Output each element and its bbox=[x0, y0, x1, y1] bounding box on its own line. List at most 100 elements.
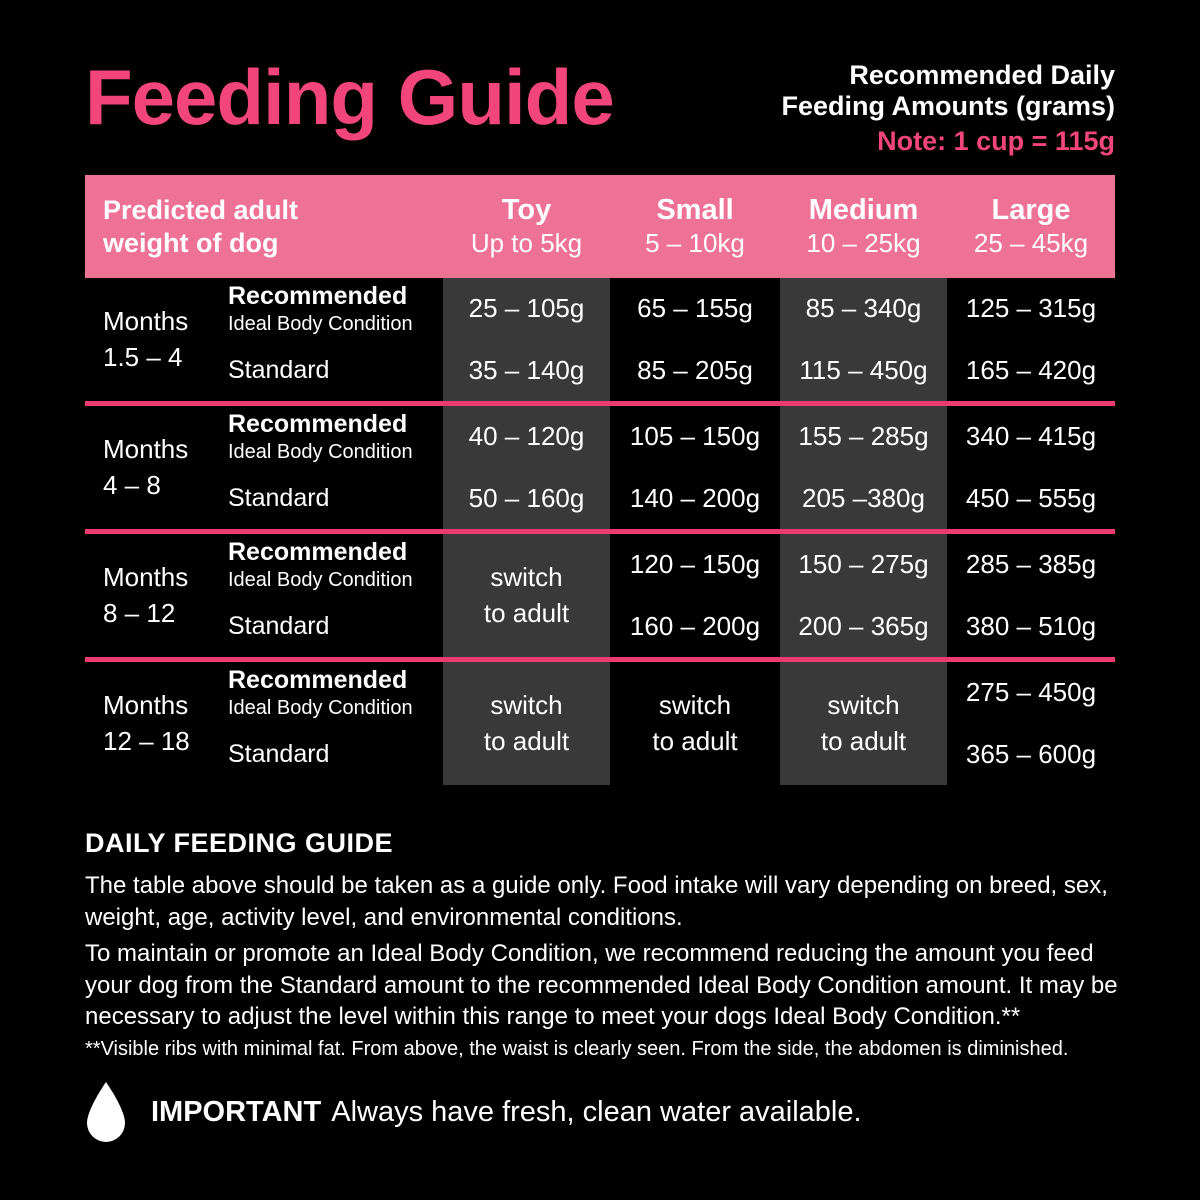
recommended-label: Recommended bbox=[228, 666, 408, 694]
months-range: 12 – 18 bbox=[103, 725, 190, 756]
recommended-sublabel: Ideal Body Condition bbox=[228, 312, 413, 335]
important-label: IMPORTANT bbox=[151, 1095, 322, 1128]
cell-toy-recommended: 25 – 105g bbox=[468, 293, 585, 324]
months-word: Months bbox=[103, 562, 189, 593]
subtitle-line-2: Feeding Amounts (grams) bbox=[781, 91, 1115, 122]
group-divider bbox=[85, 657, 1115, 662]
cell-small-standard: 160 – 200g bbox=[629, 610, 761, 641]
cell-large-standard: 165 – 420g bbox=[965, 354, 1097, 385]
months-range: 8 – 12 bbox=[103, 597, 176, 628]
recommended-sublabel: Ideal Body Condition bbox=[228, 568, 413, 591]
cell-small-recommended: 105 – 150g bbox=[629, 421, 761, 452]
age-group-months-8-to-12: Months 8 – 12 Recommended Ideal Body Con… bbox=[85, 534, 1115, 657]
column-range-toy: Up to 5kg bbox=[470, 228, 583, 259]
group-divider bbox=[85, 529, 1115, 534]
cell-toy-standard: 35 – 140g bbox=[468, 354, 585, 385]
cell-large-standard: 365 – 600g bbox=[965, 738, 1097, 769]
cell-medium-recommended: 155 – 285g bbox=[798, 421, 929, 452]
medium-column-stripe bbox=[780, 662, 947, 785]
cell-toy-switch-to-adult: switch to adult bbox=[443, 534, 610, 657]
subtitle-line-1: Recommended Daily bbox=[849, 60, 1115, 90]
cell-small-recommended: 65 – 155g bbox=[637, 293, 753, 324]
row-header-line-1: Predicted adult bbox=[103, 194, 299, 225]
cell-medium-standard: 200 – 365g bbox=[798, 610, 929, 641]
months-range: 4 – 8 bbox=[103, 469, 161, 500]
cell-large-recommended: 285 – 385g bbox=[965, 549, 1097, 580]
column-name-large: Large bbox=[991, 193, 1071, 226]
standard-row-label: Standard bbox=[228, 483, 330, 512]
cell-small-recommended: 120 – 150g bbox=[629, 549, 761, 580]
cell-medium-switch-to-adult: switch to adult bbox=[780, 662, 947, 785]
feeding-table: Predicted adult weight of dog Toy Up to … bbox=[85, 175, 1115, 785]
daily-feeding-guide-heading: DAILY FEEDING GUIDE bbox=[85, 828, 394, 858]
months-label: Months 12 – 18 bbox=[85, 662, 228, 785]
important-message: Always have fresh, clean water available… bbox=[331, 1095, 862, 1128]
recommended-sublabel: Ideal Body Condition bbox=[228, 696, 413, 719]
toy-column-stripe bbox=[443, 534, 610, 657]
subtitle-block: Recommended Daily Feeding Amounts (grams… bbox=[781, 60, 1115, 157]
cell-large-recommended: 340 – 415g bbox=[965, 421, 1097, 452]
months-range: 1.5 – 4 bbox=[103, 341, 183, 372]
cell-large-standard: 450 – 555g bbox=[965, 482, 1097, 513]
cell-small-switch-to-adult: switch to adult bbox=[610, 662, 780, 785]
important-notice: IMPORTANT Always have fresh, clean water … bbox=[85, 1082, 862, 1142]
column-header-toy: Toy Up to 5kg bbox=[443, 194, 610, 259]
medium-column-stripe bbox=[780, 278, 947, 401]
cup-note: Note: 1 cup = 115g bbox=[877, 126, 1115, 157]
guide-paragraph-1: The table above should be taken as a gui… bbox=[85, 872, 1108, 931]
recommended-label: Recommended bbox=[228, 282, 408, 310]
toy-column-stripe bbox=[443, 278, 610, 401]
column-header-small: Small 5 – 10kg bbox=[610, 194, 780, 259]
row-header: Predicted adult weight of dog bbox=[85, 194, 443, 260]
months-word: Months bbox=[103, 690, 189, 721]
column-header-medium: Medium 10 – 25kg bbox=[780, 194, 947, 259]
toy-column-stripe bbox=[443, 406, 610, 529]
water-drop-icon bbox=[85, 1082, 127, 1142]
cell-small-standard: 85 – 205g bbox=[637, 354, 753, 385]
column-range-small: 5 – 10kg bbox=[645, 228, 745, 259]
cell-toy-switch-to-adult: switch to adult bbox=[443, 662, 610, 785]
column-range-medium: 10 – 25kg bbox=[806, 228, 921, 259]
recommended-row-label: Recommended Ideal Body Condition bbox=[228, 662, 443, 724]
group-divider bbox=[85, 401, 1115, 406]
recommended-sublabel: Ideal Body Condition bbox=[228, 440, 413, 463]
medium-column-stripe bbox=[780, 534, 947, 657]
page-title: Feeding Guide bbox=[85, 53, 615, 141]
column-range-large: 25 – 45kg bbox=[973, 228, 1089, 259]
months-label: Months 1.5 – 4 bbox=[85, 278, 228, 401]
recommended-row-label: Recommended Ideal Body Condition bbox=[228, 406, 443, 468]
standard-row-label: Standard bbox=[228, 739, 330, 768]
cell-large-standard: 380 – 510g bbox=[965, 610, 1097, 641]
medium-column-stripe bbox=[780, 406, 947, 529]
column-name-small: Small bbox=[656, 193, 734, 226]
guide-paragraph-2: To maintain or promote an Ideal Body Con… bbox=[85, 940, 1118, 1031]
column-name-toy: Toy bbox=[501, 193, 552, 226]
cell-small-standard: 140 – 200g bbox=[629, 482, 761, 513]
age-group-months-1-5-to-4: Months 1.5 – 4 Recommended Ideal Body Co… bbox=[85, 278, 1115, 401]
cell-toy-standard: 50 – 160g bbox=[468, 482, 585, 513]
table-header-row: Predicted adult weight of dog Toy Up to … bbox=[85, 175, 1115, 278]
age-group-months-12-to-18: Months 12 – 18 Recommended Ideal Body Co… bbox=[85, 662, 1115, 785]
recommended-label: Recommended bbox=[228, 538, 408, 566]
toy-column-stripe bbox=[443, 662, 610, 785]
switch-to-adult-text: switch to adult bbox=[483, 690, 570, 756]
ideal-body-condition-footnote: **Visible ribs with minimal fat. From ab… bbox=[85, 1038, 1069, 1060]
switch-to-adult-text: switch to adult bbox=[652, 690, 738, 756]
months-word: Months bbox=[103, 434, 189, 465]
cell-medium-recommended: 150 – 275g bbox=[798, 549, 929, 580]
important-text: IMPORTANT Always have fresh, clean water … bbox=[151, 1096, 862, 1129]
months-label: Months 4 – 8 bbox=[85, 406, 228, 529]
standard-row-label: Standard bbox=[228, 611, 330, 640]
months-label: Months 8 – 12 bbox=[85, 534, 228, 657]
recommended-label: Recommended bbox=[228, 410, 408, 438]
switch-to-adult-text: switch to adult bbox=[820, 690, 907, 756]
cell-large-recommended: 125 – 315g bbox=[965, 293, 1097, 324]
switch-to-adult-text: switch to adult bbox=[483, 562, 570, 628]
cell-medium-standard: 115 – 450g bbox=[799, 354, 928, 385]
column-header-large: Large 25 – 45kg bbox=[947, 194, 1115, 259]
age-group-months-4-to-8: Months 4 – 8 Recommended Ideal Body Cond… bbox=[85, 406, 1115, 529]
months-word: Months bbox=[103, 306, 189, 337]
column-name-medium: Medium bbox=[808, 193, 919, 226]
cell-medium-standard: 205 –380g bbox=[802, 482, 925, 513]
row-header-line-2: weight of dog bbox=[103, 227, 279, 258]
